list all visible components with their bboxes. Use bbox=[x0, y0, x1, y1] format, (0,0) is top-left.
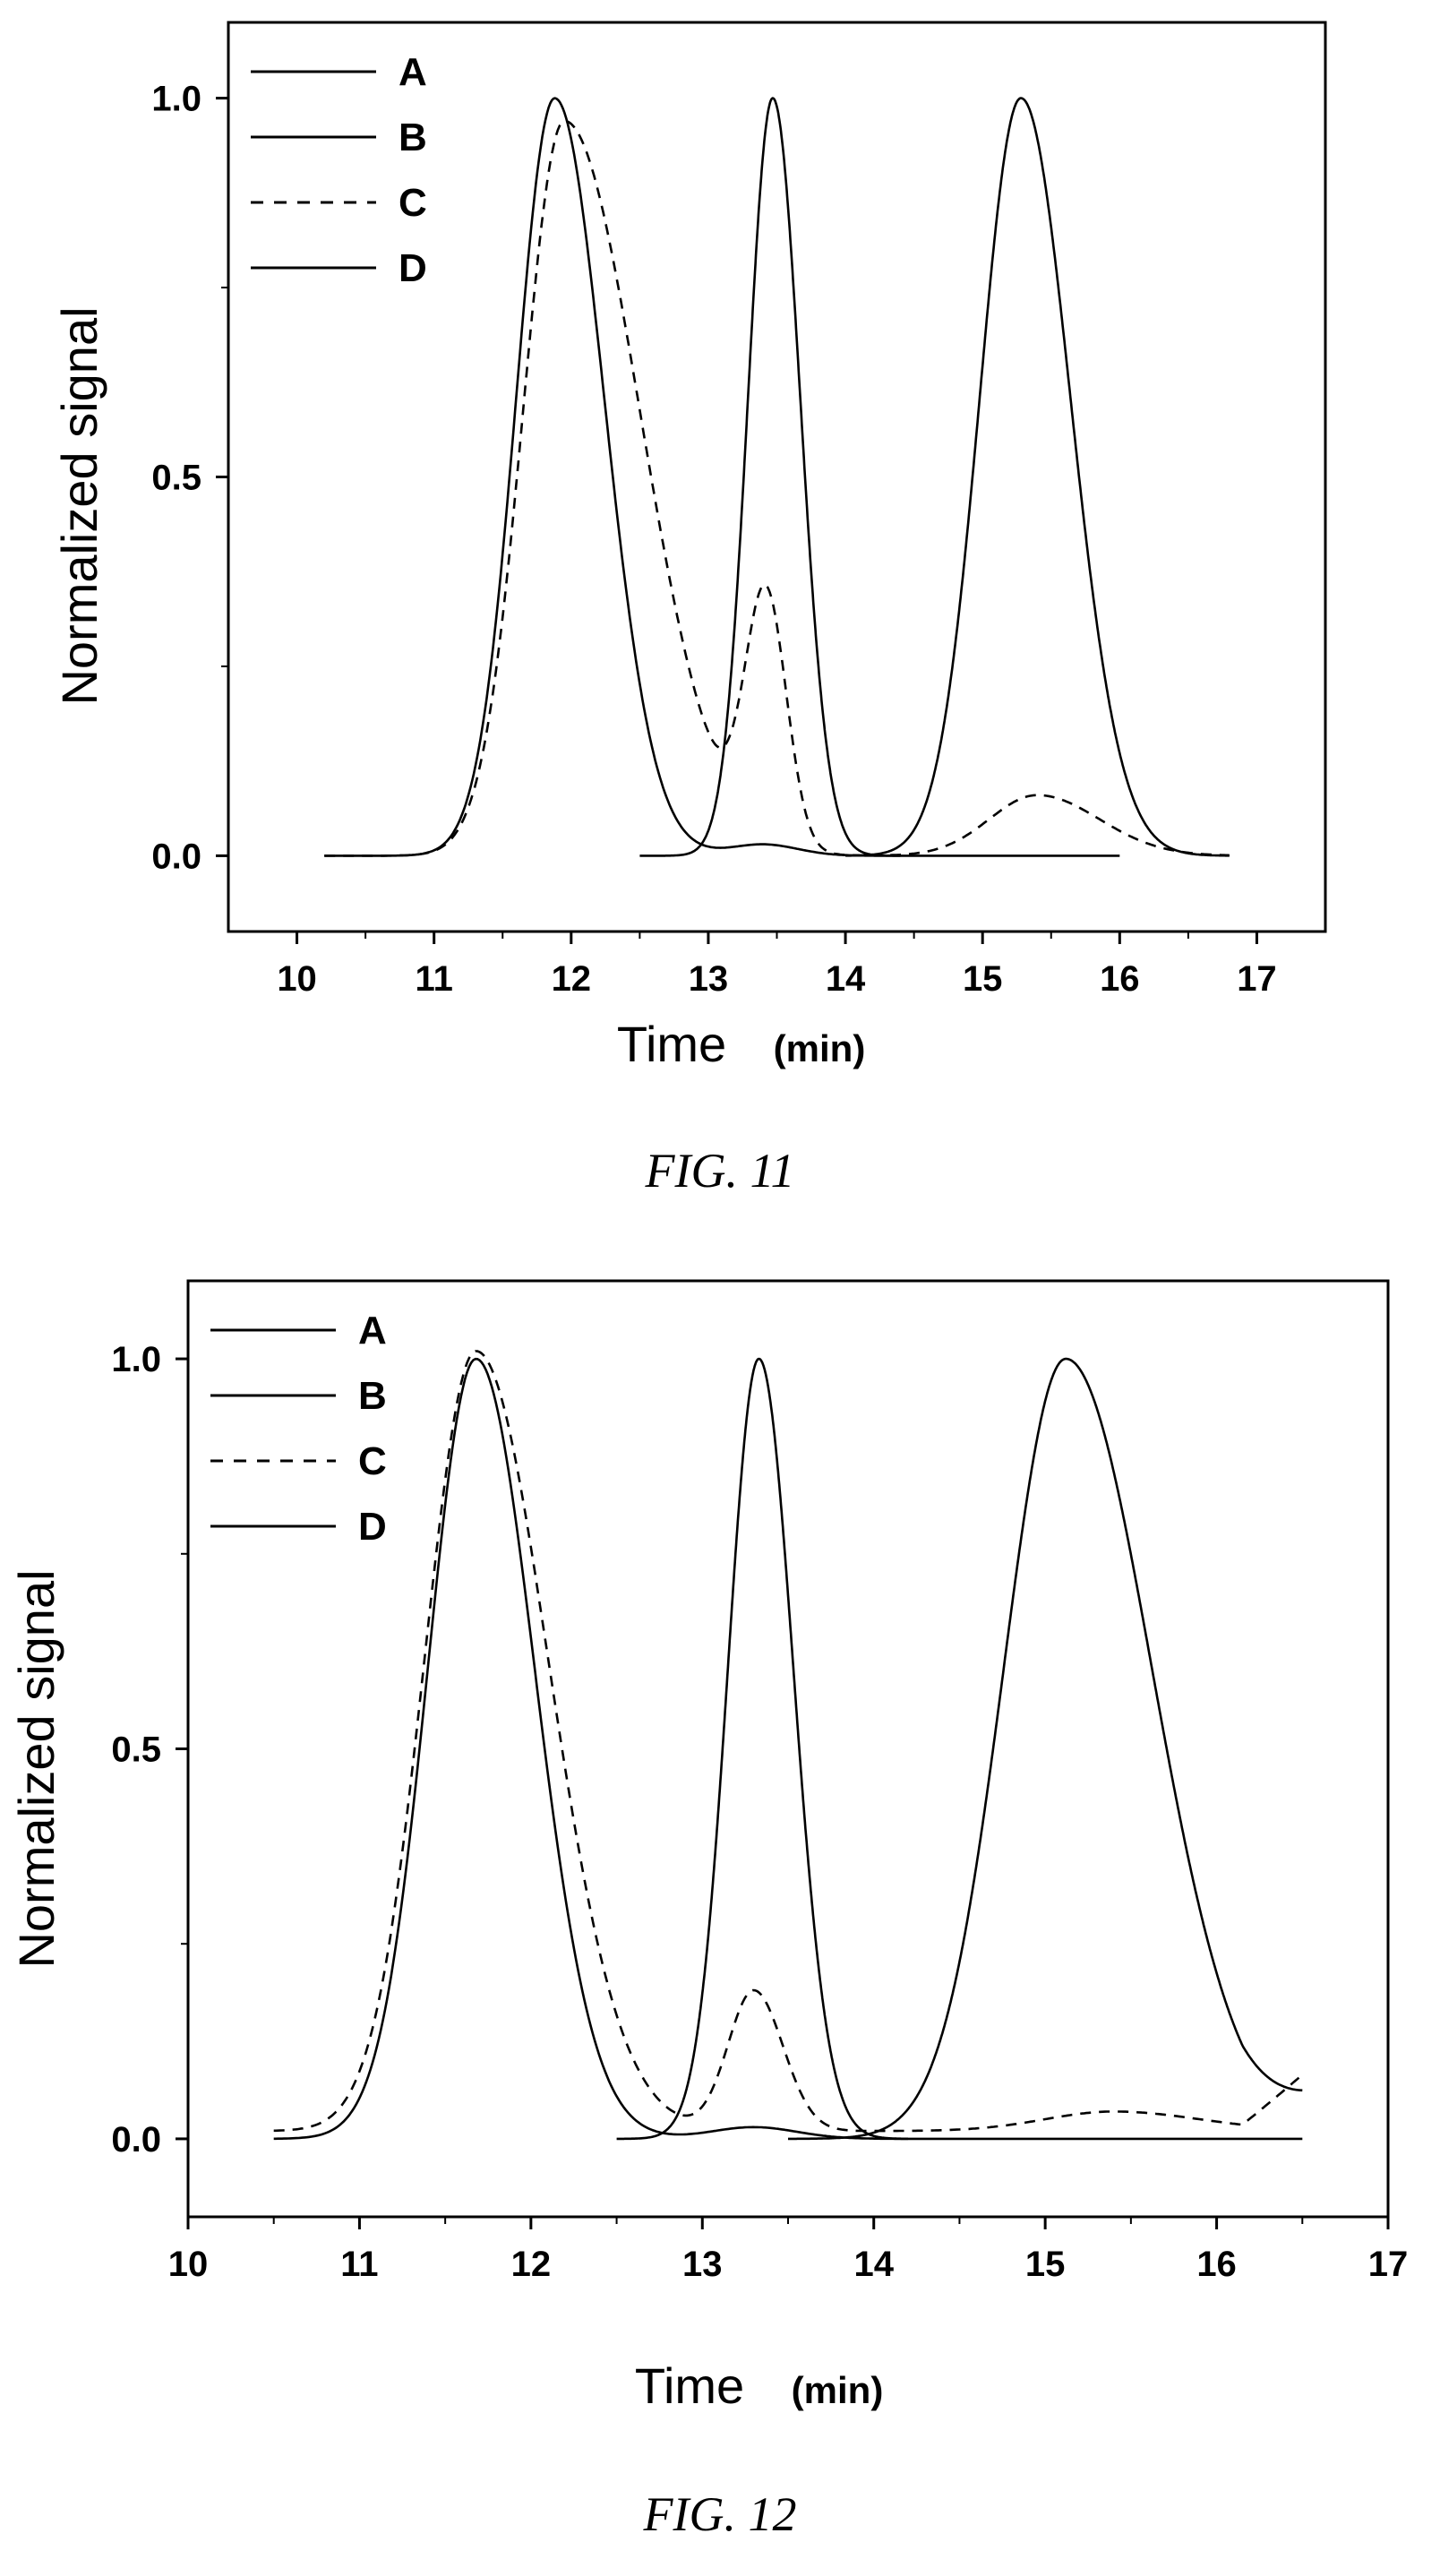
chart2-y-tick-label: 1.0 bbox=[111, 1340, 161, 1379]
chart1-legend-label-d: D bbox=[399, 246, 427, 290]
chart2-series-a-line bbox=[787, 1357, 1303, 2141]
chart2-y-axis-label: Normalized signal bbox=[8, 1569, 64, 1968]
chart2-x-axis-unit: (min) bbox=[792, 2369, 884, 2411]
chart1-legend-label-a: A bbox=[399, 50, 427, 94]
chart2-figure-caption: FIG. 12 bbox=[643, 2487, 797, 2541]
chart2-series-b-line bbox=[615, 1357, 909, 2141]
chart1-y-tick-label: 1.0 bbox=[151, 80, 201, 119]
chart2-x-tick-label: 14 bbox=[853, 2245, 894, 2284]
chart2-legend-label-d: D bbox=[358, 1505, 387, 1549]
chart1-x-axis-unit: (min) bbox=[774, 1027, 866, 1069]
chart1-x-tick-label: 17 bbox=[1237, 959, 1277, 999]
chart2-x-tick-label: 11 bbox=[340, 2245, 378, 2284]
chart2-x-tick-label: 13 bbox=[682, 2245, 723, 2284]
chart2-x-tick-label: 17 bbox=[1368, 2245, 1409, 2284]
chart1-legend-label-b: B bbox=[399, 116, 427, 159]
chart1-series-c-line bbox=[324, 119, 1230, 857]
chart1-x-tick-label: 14 bbox=[826, 959, 866, 999]
chart1-y-tick-label: 0.5 bbox=[151, 459, 201, 498]
chart1-y-axis-label: Normalized signal bbox=[51, 306, 107, 705]
chart1-x-tick-label: 15 bbox=[963, 959, 1003, 999]
chart1-legend-label-c: C bbox=[399, 181, 427, 225]
chart2-legend-label-b: B bbox=[358, 1374, 387, 1418]
figure-11-chart: 10 11 12 13 14 15 16 17 0.0 0.5 1.0 Normalized sign… bbox=[51, 21, 1327, 1198]
chart1-series-b-line bbox=[639, 97, 902, 857]
chart1-figure-caption: FIG. 11 bbox=[645, 1144, 795, 1198]
chart1-plot-frame bbox=[227, 21, 1327, 933]
chart2-x-tick-label: 10 bbox=[168, 2245, 209, 2284]
chart2-y-tick-label: 0.5 bbox=[111, 1730, 161, 1770]
chart2-legend-label-c: C bbox=[358, 1439, 387, 1483]
chart1-series-d-line bbox=[324, 97, 1120, 857]
chart2-x-tick-label: 15 bbox=[1025, 2245, 1066, 2284]
chart2-x-tick-label: 16 bbox=[1196, 2245, 1237, 2284]
chart1-y-tick-label: 0.0 bbox=[151, 837, 201, 876]
figure-12-chart: 10 11 12 13 14 15 16 17 0.0 0.5 1.0 Normalized sign… bbox=[8, 1279, 1409, 2541]
chart1-x-tick-label: 12 bbox=[552, 959, 592, 999]
chart2-series-c-line bbox=[273, 1350, 1304, 2133]
chart1-series-a-line bbox=[844, 97, 1230, 857]
chart1-x-tick-label: 13 bbox=[689, 959, 729, 999]
chart1-x-tick-label: 16 bbox=[1100, 959, 1140, 999]
chart2-x-tick-label: 12 bbox=[511, 2245, 552, 2284]
chart1-x-tick-label: 10 bbox=[277, 959, 317, 999]
chart2-x-axis-label: Time bbox=[635, 2357, 744, 2414]
chart2-y-tick-label: 0.0 bbox=[111, 2120, 161, 2160]
chart2-series-d-line bbox=[273, 1357, 1303, 2141]
chart1-x-tick-label: 11 bbox=[416, 959, 453, 999]
chart2-legend-label-a: A bbox=[358, 1309, 387, 1352]
chart1-x-axis-label: Time bbox=[617, 1016, 726, 1072]
